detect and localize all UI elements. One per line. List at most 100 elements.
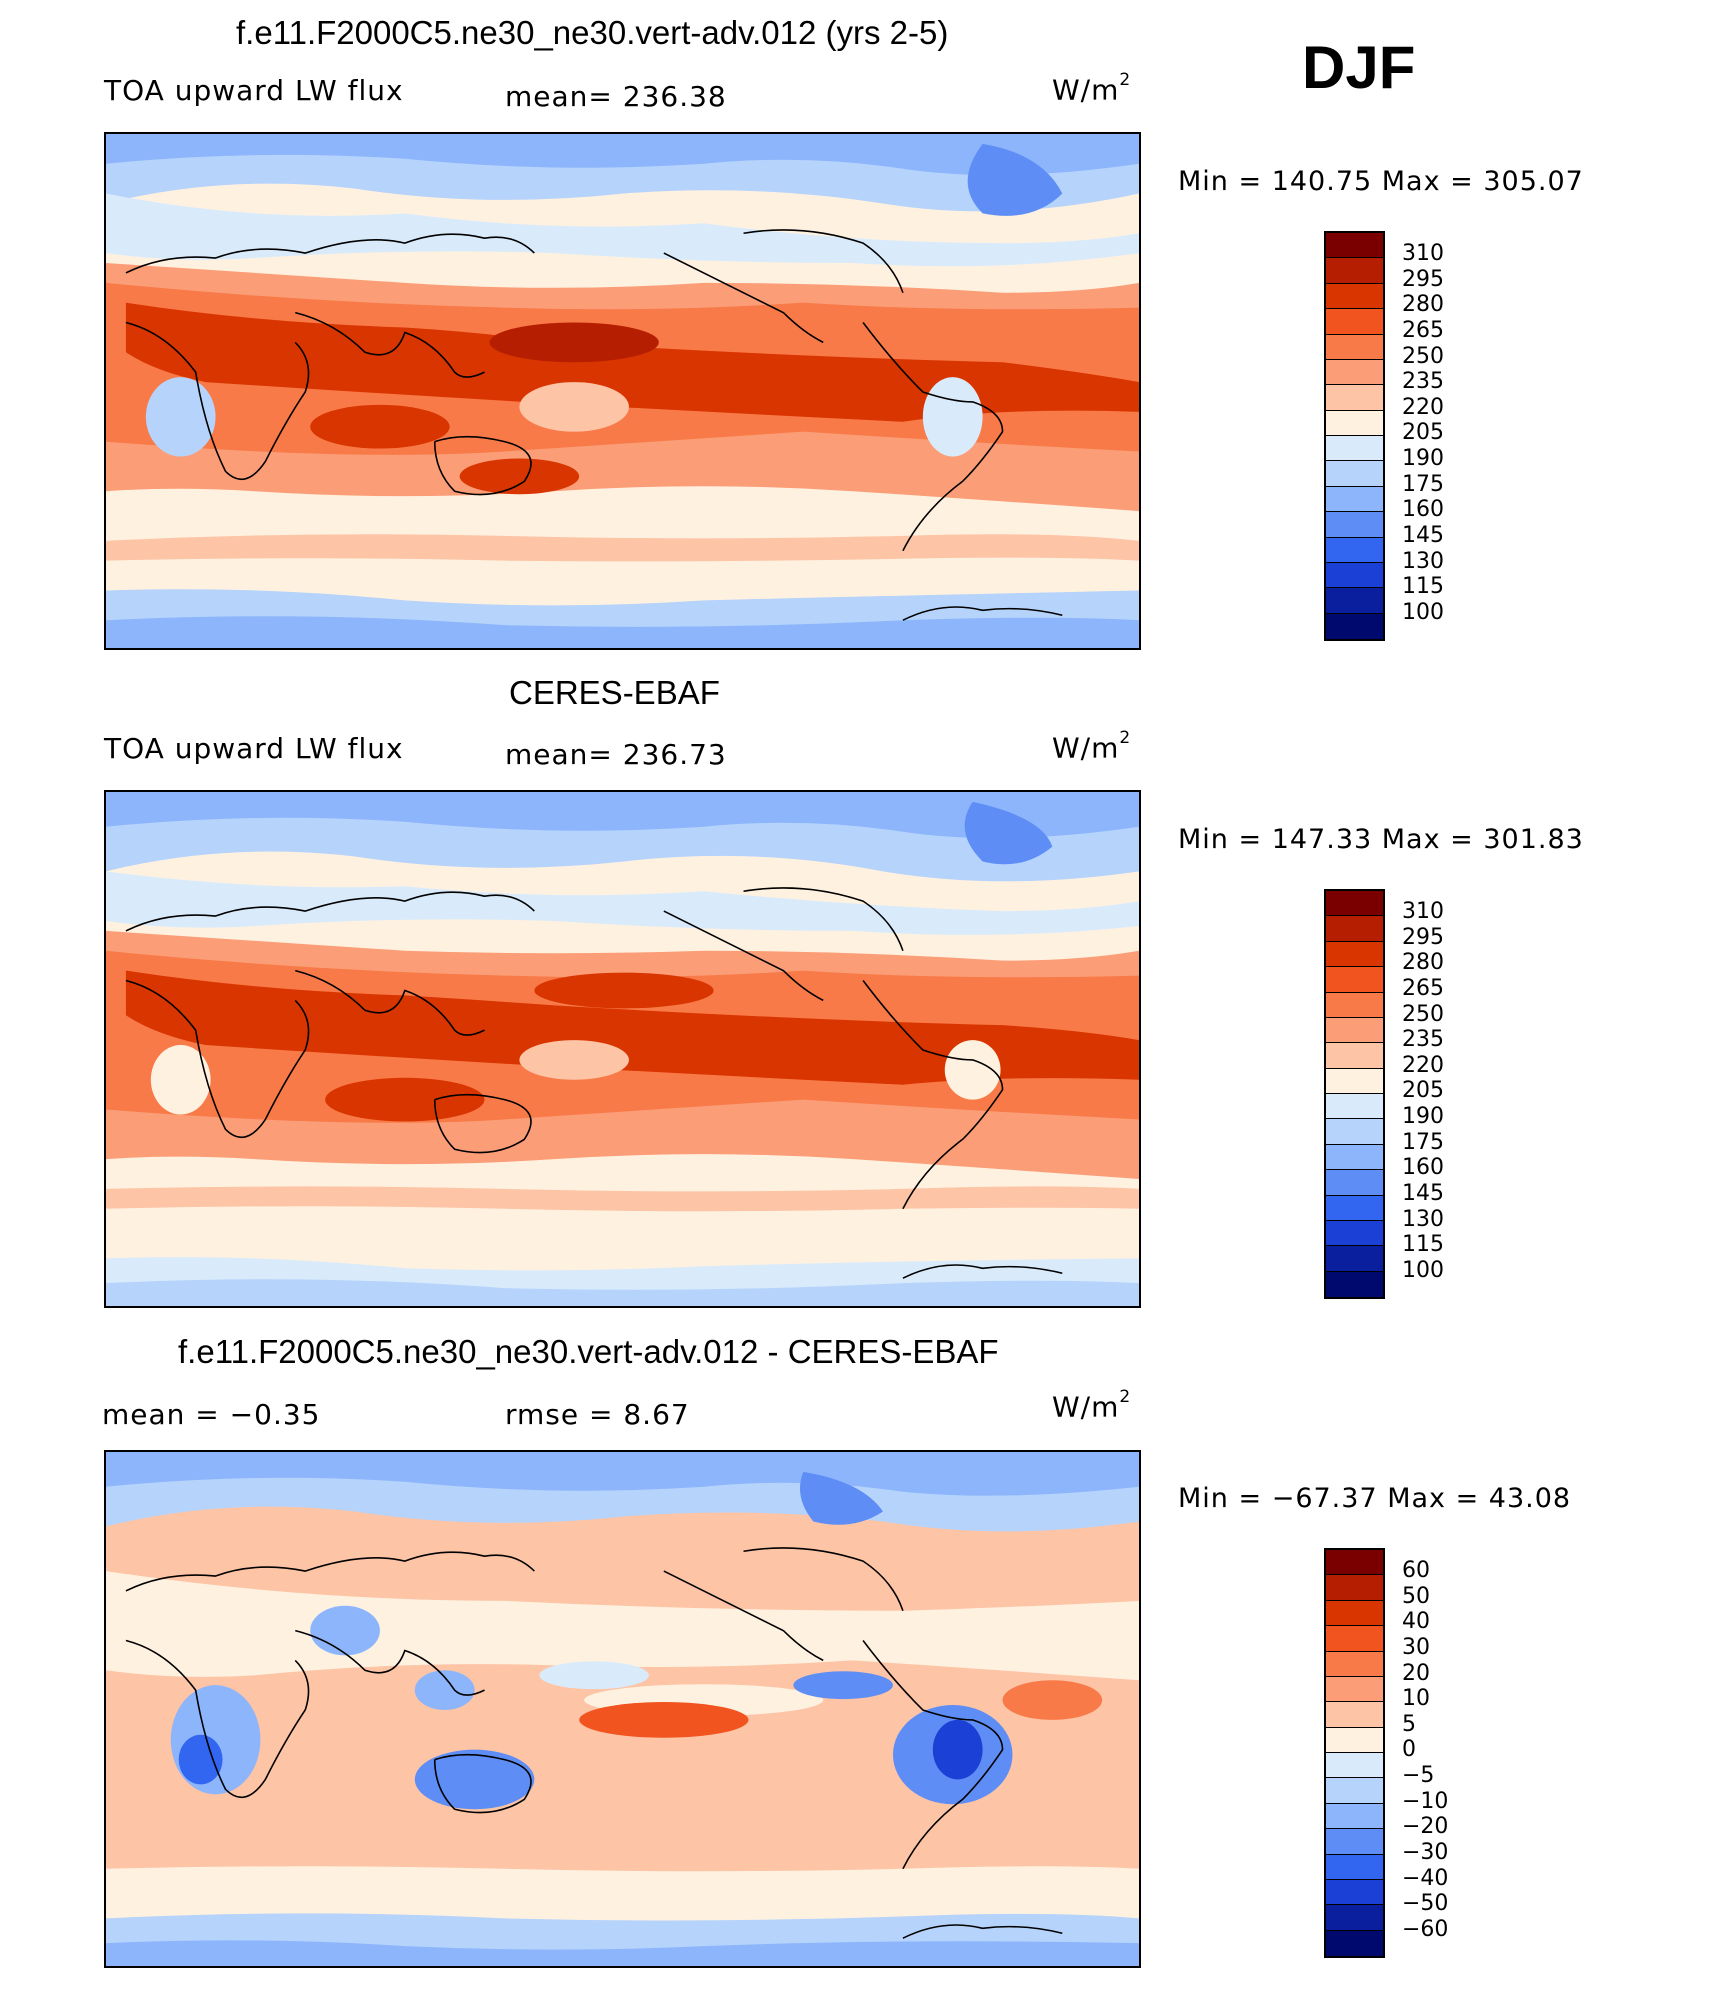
colorbar-tick-label: −30 xyxy=(1402,1839,1449,1865)
colorbar-tick-label: 295 xyxy=(1402,924,1444,950)
colorbar-swatch xyxy=(1326,1220,1383,1247)
panel3-colorbar xyxy=(1324,1548,1385,1958)
colorbar-tick-label: 205 xyxy=(1402,420,1444,446)
colorbar-swatch xyxy=(1326,410,1383,436)
colorbar-swatch xyxy=(1326,1676,1383,1703)
colorbar-swatch xyxy=(1326,233,1383,259)
panel1-colorbar xyxy=(1324,231,1385,641)
colorbar-swatch xyxy=(1326,967,1383,993)
colorbar-tick-label: 60 xyxy=(1402,1558,1430,1583)
panel3-minmax: Min = −67.37 Max = 43.08 xyxy=(1178,1483,1572,1514)
colorbar-tick-label: 130 xyxy=(1402,548,1444,574)
colorbar-swatch xyxy=(1326,1550,1383,1576)
colorbar-tick-label: 100 xyxy=(1402,599,1444,625)
colorbar-swatch xyxy=(1326,613,1383,639)
colorbar-swatch xyxy=(1326,1854,1383,1880)
season-label: DJF xyxy=(1302,34,1416,101)
colorbar-tick-label: 0 xyxy=(1402,1737,1416,1763)
colorbar-swatch xyxy=(1326,512,1383,538)
panel1-mean-label: mean= 236.38 xyxy=(505,80,727,113)
colorbar-tick-label: 10 xyxy=(1402,1686,1430,1712)
panel1-map xyxy=(104,132,1141,650)
colorbar-tick-label: 235 xyxy=(1402,369,1444,395)
panel2-units: W/m2 xyxy=(1052,728,1132,765)
colorbar-swatch xyxy=(1326,992,1383,1018)
panel1-units: W/m2 xyxy=(1052,70,1132,107)
colorbar-swatch xyxy=(1326,1626,1383,1652)
panel2-colorbar xyxy=(1324,889,1385,1299)
colorbar-swatch xyxy=(1326,941,1383,968)
colorbar-tick-label: 130 xyxy=(1402,1206,1444,1232)
panel3-units: W/m2 xyxy=(1052,1387,1132,1424)
panel2-map xyxy=(104,790,1141,1308)
colorbar-tick-label: 220 xyxy=(1402,394,1444,420)
colorbar-tick-label: 160 xyxy=(1402,1155,1444,1181)
colorbar-swatch xyxy=(1326,1068,1383,1094)
colorbar-tick-label: 175 xyxy=(1402,1129,1444,1155)
colorbar-tick-label: 5 xyxy=(1402,1711,1416,1737)
colorbar-tick-label: −20 xyxy=(1402,1814,1449,1840)
colorbar-swatch xyxy=(1326,1651,1383,1677)
panel3-rmse-label: rmse = 8.67 xyxy=(505,1398,690,1431)
colorbar-swatch xyxy=(1326,1829,1383,1855)
colorbar-tick-label: 190 xyxy=(1402,446,1444,471)
colorbar-tick-label: 295 xyxy=(1402,266,1444,292)
colorbar-tick-label: 40 xyxy=(1402,1609,1430,1635)
colorbar-swatch xyxy=(1326,1144,1383,1171)
colorbar-tick-label: 235 xyxy=(1402,1027,1444,1053)
colorbar-tick-label: 265 xyxy=(1402,975,1444,1001)
colorbar-swatch xyxy=(1326,891,1383,917)
colorbar-swatch xyxy=(1326,359,1383,386)
colorbar-tick-label: 205 xyxy=(1402,1078,1444,1104)
colorbar-swatch xyxy=(1326,916,1383,942)
colorbar-tick-label: 100 xyxy=(1402,1257,1444,1283)
panel2-variable-label: TOA upward LW flux xyxy=(104,732,404,765)
colorbar-swatch xyxy=(1326,537,1383,563)
colorbar-tick-label: 20 xyxy=(1402,1660,1430,1686)
panel1-minmax: Min = 140.75 Max = 305.07 xyxy=(1178,166,1584,197)
colorbar-tick-label: 190 xyxy=(1402,1104,1444,1129)
colorbar-tick-label: 145 xyxy=(1402,1180,1444,1206)
colorbar-swatch xyxy=(1326,486,1383,513)
colorbar-swatch xyxy=(1326,309,1383,335)
colorbar-swatch xyxy=(1326,1702,1383,1728)
colorbar-tick-label: −60 xyxy=(1402,1916,1449,1942)
panel3-mean-label: mean = −0.35 xyxy=(102,1398,321,1431)
colorbar-swatch xyxy=(1326,1119,1383,1145)
panel2-minmax: Min = 147.33 Max = 301.83 xyxy=(1178,824,1584,855)
colorbar-swatch xyxy=(1326,1879,1383,1906)
colorbar-swatch xyxy=(1326,588,1383,614)
colorbar-swatch xyxy=(1326,1905,1383,1931)
colorbar-tick-label: 115 xyxy=(1402,574,1444,600)
colorbar-tick-label: 310 xyxy=(1402,241,1444,266)
colorbar-swatch xyxy=(1326,1575,1383,1601)
colorbar-tick-label: 250 xyxy=(1402,1001,1444,1027)
colorbar-tick-label: 280 xyxy=(1402,950,1444,976)
colorbar-tick-label: 175 xyxy=(1402,471,1444,497)
colorbar-tick-label: −5 xyxy=(1402,1763,1435,1788)
colorbar-swatch xyxy=(1326,258,1383,284)
colorbar-swatch xyxy=(1326,436,1383,462)
panel1-variable-label: TOA upward LW flux xyxy=(104,74,404,107)
colorbar-swatch xyxy=(1326,385,1383,411)
colorbar-swatch xyxy=(1326,1600,1383,1627)
colorbar-swatch xyxy=(1326,1778,1383,1804)
colorbar-tick-label: 280 xyxy=(1402,292,1444,318)
colorbar-swatch xyxy=(1326,1170,1383,1196)
colorbar-tick-label: 310 xyxy=(1402,899,1444,924)
colorbar-tick-label: 220 xyxy=(1402,1052,1444,1078)
colorbar-tick-label: −10 xyxy=(1402,1788,1449,1814)
colorbar-swatch xyxy=(1326,1271,1383,1297)
panel2-mean-label: mean= 236.73 xyxy=(505,738,727,771)
colorbar-swatch xyxy=(1326,562,1383,589)
colorbar-tick-label: −50 xyxy=(1402,1891,1449,1917)
panel2-title: CERES-EBAF xyxy=(509,674,720,711)
colorbar-swatch xyxy=(1326,1195,1383,1221)
colorbar-tick-label: 250 xyxy=(1402,343,1444,369)
colorbar-swatch xyxy=(1326,334,1383,360)
colorbar-tick-label: 115 xyxy=(1402,1232,1444,1258)
colorbar-swatch xyxy=(1326,1246,1383,1272)
colorbar-swatch xyxy=(1326,461,1383,487)
panel1-map-field xyxy=(106,134,1139,648)
colorbar-swatch xyxy=(1326,283,1383,310)
